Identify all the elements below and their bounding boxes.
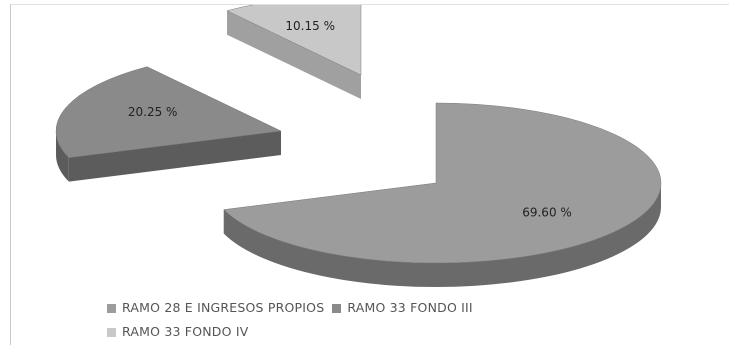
legend-label: RAMO 33 FONDO III	[347, 300, 473, 315]
slice-side-wall	[227, 10, 361, 100]
slice-top	[226, 5, 362, 76]
slice-top	[55, 66, 282, 158]
data-label: 69.60 %	[522, 205, 572, 219]
pie-chart: 10.15 % 20.25 % 69.60 %	[55, 5, 662, 288]
slice-top	[223, 102, 662, 264]
legend-label: RAMO 33 FONDO IV	[122, 324, 249, 339]
legend-item: RAMO 28 E INGRESOS PROPIOS	[107, 296, 324, 320]
legend-item: RAMO 33 FONDO III	[332, 296, 473, 320]
data-label: 20.25 %	[128, 105, 178, 119]
legend-item: RAMO 33 FONDO IV	[107, 320, 248, 344]
chart-area: 10.15 % 20.25 % 69.60 % RAMO 28 E INGRESOS…	[10, 4, 729, 345]
pie-slice-1: 69.60 %	[223, 102, 662, 288]
pie-slice-2: 20.25 %	[55, 66, 282, 182]
chart-legend: RAMO 28 E INGRESOS PROPIOS RAMO 33 FONDO …	[107, 296, 627, 344]
legend-swatch	[107, 303, 116, 313]
legend-label: RAMO 28 E INGRESOS PROPIOS	[122, 300, 325, 315]
slice-rim	[56, 131, 69, 182]
slice-rim	[223, 183, 661, 288]
legend-swatch	[332, 303, 342, 313]
slice-side-wall	[68, 131, 281, 182]
pie-slice-3: 10.15 %	[226, 5, 362, 100]
data-label: 10.15 %	[285, 19, 335, 33]
legend-swatch	[107, 327, 116, 337]
